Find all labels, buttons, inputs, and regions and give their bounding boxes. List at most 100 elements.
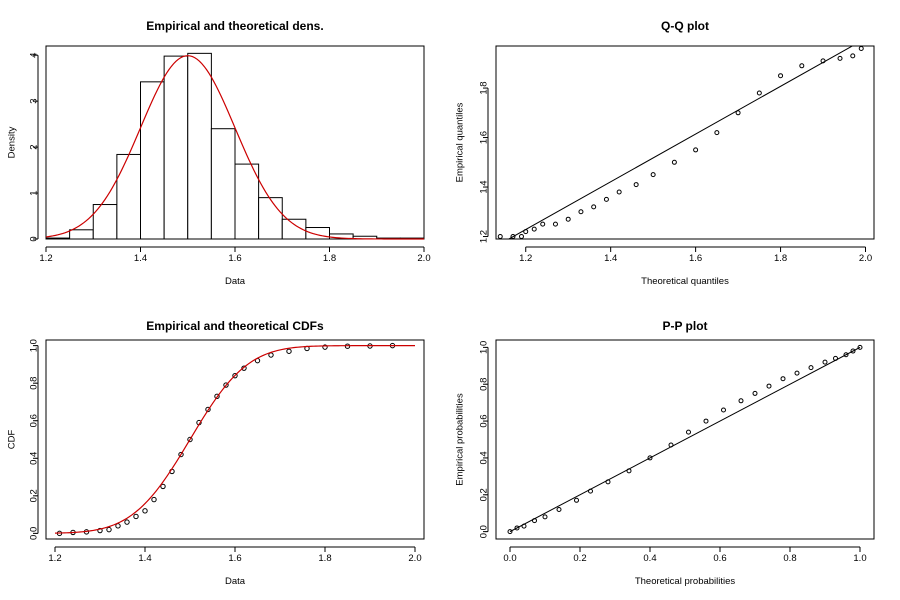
histogram-bar	[140, 81, 165, 240]
histogram-bar	[305, 227, 330, 240]
pp-point	[794, 370, 800, 376]
x-axis-label: Theoretical quantiles	[641, 276, 729, 287]
histogram-bar	[116, 153, 141, 240]
qq-point	[540, 221, 546, 227]
x-tick-label: 1.6	[689, 253, 702, 264]
empirical-cdf-point	[160, 483, 166, 490]
histogram-bar	[45, 237, 71, 240]
pp-point	[721, 407, 726, 413]
pp-point	[833, 355, 838, 361]
pp-point	[605, 479, 611, 485]
x-tick-label: 2.0	[408, 553, 421, 564]
pp-point	[647, 455, 653, 461]
pp-point	[822, 359, 828, 365]
qq-point	[531, 226, 537, 232]
qq-point	[591, 204, 597, 210]
pp-point	[703, 418, 709, 424]
qq-point	[603, 196, 609, 202]
x-tick-label: 1.0	[853, 553, 866, 564]
chart-title: Empirical and theoretical dens.	[146, 19, 323, 33]
qq-point	[858, 46, 864, 51]
x-tick-label: 1.4	[134, 253, 147, 264]
x-tick-label: 0.8	[783, 553, 796, 564]
pp-point	[521, 523, 527, 529]
y-tick-label: 0	[29, 236, 40, 241]
x-tick-label: 1.6	[228, 253, 241, 264]
y-tick-label: 1.4	[479, 180, 490, 193]
pp-marks	[507, 344, 863, 535]
chart-title: Empirical and theoretical CDFs	[146, 319, 324, 333]
y-tick-label: 1.0	[29, 339, 40, 352]
reference-line	[507, 46, 854, 239]
pp-point	[857, 344, 863, 350]
y-tick-label: 0.6	[29, 414, 40, 427]
pp-point	[556, 507, 562, 513]
pp-point	[574, 497, 579, 503]
pp-point	[850, 348, 856, 354]
pp-point	[588, 488, 593, 494]
empirical-cdf-point	[124, 519, 130, 525]
y-tick-label: 1.8	[479, 81, 490, 94]
reference-line	[509, 346, 861, 533]
y-tick-label: 2	[29, 144, 40, 149]
x-tick-label: 1.2	[39, 253, 52, 264]
pp-point	[514, 525, 520, 531]
pp-point	[780, 376, 786, 382]
y-tick-label: 0.2	[29, 489, 40, 502]
qq-point	[616, 189, 622, 195]
y-tick-label: 0.4	[479, 451, 490, 464]
x-tick-label: 0.4	[643, 553, 656, 564]
y-tick-label: 0.0	[29, 527, 40, 540]
histogram-bar	[258, 197, 283, 240]
qq-point	[820, 58, 826, 64]
qq-point	[578, 209, 584, 215]
y-tick-label: 0.8	[479, 378, 490, 391]
cdf-panel: Empirical and theoretical CDFs Data CDF 1.2…	[7, 319, 425, 587]
empirical-cdf-point	[223, 382, 229, 388]
theoretical-cdf-curve	[54, 345, 415, 534]
pp-point	[686, 429, 691, 435]
plot-frame	[495, 339, 875, 540]
theoretical-density-curve	[45, 55, 424, 240]
qq-point	[497, 234, 503, 239]
qq-point	[714, 130, 720, 136]
qq-point	[837, 55, 843, 61]
histogram-bar	[69, 229, 94, 240]
pp-plot-panel: P-P plot Theoretical probabilities Empiric…	[455, 319, 875, 587]
qq-point	[799, 63, 805, 69]
empirical-cdf-point	[187, 436, 193, 443]
y-tick-label: 1.6	[479, 131, 490, 144]
qq-point	[633, 182, 639, 188]
x-tick-label: 1.8	[774, 253, 787, 264]
y-tick-label: 0.6	[479, 414, 490, 427]
qq-marks	[497, 46, 864, 239]
x-tick-label: 1.4	[138, 553, 151, 564]
x-tick-label: 1.4	[604, 253, 617, 264]
plot-frame	[495, 45, 875, 240]
qq-point	[671, 159, 677, 165]
pp-point	[752, 390, 758, 396]
empirical-cdf-point	[322, 344, 328, 350]
x-tick-label: 1.8	[323, 253, 336, 264]
pp-point	[738, 398, 744, 404]
histogram-bar	[234, 163, 260, 240]
plot-frame	[45, 339, 425, 540]
qq-point	[565, 216, 571, 222]
y-axis-label: Density	[7, 126, 18, 158]
qq-plot-panel: Q-Q plot Theoretical quantiles Empirical q…	[455, 19, 875, 287]
y-tick-label: 0.8	[29, 377, 40, 390]
empirical-cdf-point	[97, 527, 103, 534]
x-tick-label: 1.2	[48, 553, 61, 564]
qq-point	[552, 221, 558, 227]
y-tick-label: 1.0	[479, 341, 490, 354]
x-axis-label: Theoretical probabilities	[635, 576, 736, 587]
pp-point	[766, 383, 772, 389]
qq-point	[518, 234, 524, 239]
empirical-cdf-point	[232, 372, 238, 379]
y-tick-label: 0.0	[479, 525, 490, 538]
x-tick-label: 0.0	[503, 553, 516, 564]
qq-point	[735, 110, 741, 116]
empirical-cdf-point	[133, 513, 139, 520]
x-tick-label: 2.0	[417, 253, 430, 264]
pp-point	[668, 442, 674, 448]
